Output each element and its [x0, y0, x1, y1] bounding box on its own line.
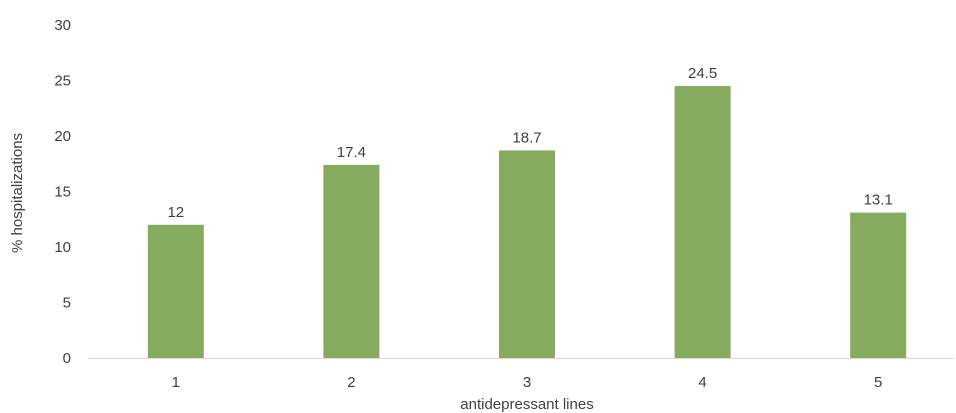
data-label: 12	[167, 204, 184, 221]
bar	[674, 86, 731, 359]
y-tick-label: 15	[54, 184, 71, 201]
data-labels: 12 17.4 18.7 24.5 13.1	[167, 65, 892, 221]
bar	[147, 224, 204, 358]
bars	[147, 86, 907, 359]
x-tick-label: 3	[523, 374, 531, 391]
x-tick-label: 4	[698, 374, 706, 391]
y-tick-label: 25	[54, 73, 71, 90]
data-label: 24.5	[688, 65, 717, 82]
bar	[499, 150, 555, 358]
y-tick-label: 0	[63, 350, 71, 367]
x-tick-label: 1	[172, 374, 180, 391]
y-tick-label: 30	[54, 17, 71, 34]
y-tick-label: 10	[54, 239, 71, 256]
x-tick-label: 2	[347, 374, 355, 391]
y-axis-title: % hospitalizations	[9, 133, 26, 253]
x-axis-ticks: 1 2 3 4 5	[172, 374, 883, 391]
data-label: 13.1	[864, 192, 893, 209]
bar	[850, 212, 907, 358]
x-axis-title: antidepressant lines	[460, 396, 593, 413]
y-tick-label: 20	[54, 128, 71, 145]
y-tick-label: 5	[63, 295, 71, 312]
data-label: 18.7	[512, 129, 541, 146]
data-label: 17.4	[337, 144, 366, 161]
bar	[323, 164, 380, 358]
y-axis-ticks: 0 5 10 15 20 25 30	[54, 17, 71, 367]
x-tick-label: 5	[874, 374, 882, 391]
